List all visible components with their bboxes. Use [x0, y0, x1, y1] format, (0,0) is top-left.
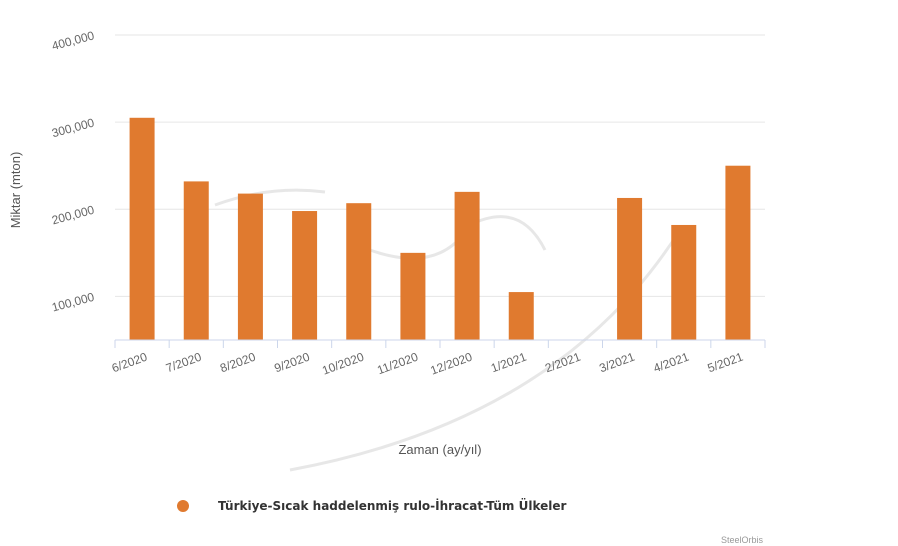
x-tick-label: 5/2021	[706, 350, 746, 376]
bar-12-2020	[454, 191, 480, 340]
watermark-swirl	[214, 188, 682, 472]
bar-10-2020	[346, 203, 372, 340]
x-tick-label: 11/2020	[375, 350, 420, 378]
grid-lines	[115, 34, 765, 297]
x-tick-label: 8/2020	[218, 350, 258, 376]
x-tick-label: 1/2021	[489, 350, 529, 376]
y-tick-label: 300,000	[50, 115, 96, 140]
x-axis-title: Zaman (ay/yıl)	[398, 442, 481, 457]
x-tick-label: 7/2020	[164, 350, 204, 376]
bar-6-2020	[129, 117, 155, 341]
y-tick-label: 400,000	[50, 28, 96, 53]
x-tick-label: 6/2020	[110, 350, 150, 376]
x-tick-label: 12/2020	[429, 350, 475, 378]
bar-3-2021	[617, 197, 643, 340]
credit-label[interactable]: SteelOrbis	[721, 535, 764, 545]
legend-label: Türkiye-Sıcak haddelenmiş rulo-İhracat-T…	[218, 498, 567, 513]
bars	[129, 117, 751, 341]
x-tick-label: 3/2021	[597, 350, 637, 376]
x-tick-label: 2/2021	[543, 350, 583, 376]
bar-5-2021	[725, 165, 751, 340]
y-tick-label: 200,000	[50, 203, 96, 228]
legend-marker	[177, 500, 189, 512]
bar-9-2020	[292, 211, 318, 340]
x-tick-label: 9/2020	[272, 350, 312, 376]
legend[interactable]: Türkiye-Sıcak haddelenmiş rulo-İhracat-T…	[177, 498, 567, 513]
bar-8-2020	[237, 193, 263, 340]
x-axis	[114, 339, 766, 348]
bar-1-2021	[508, 292, 534, 340]
bar-11-2020	[400, 252, 426, 340]
bar-7-2020	[183, 181, 209, 340]
x-tick-label: 10/2020	[320, 350, 366, 378]
x-tick-label: 4/2021	[651, 350, 691, 376]
y-tick-label: 100,000	[50, 290, 96, 315]
y-axis-title: Miktar (mton)	[8, 152, 23, 229]
bar-4-2021	[671, 224, 697, 340]
y-tick-labels: 100,000 200,000 300,000 400,000	[50, 28, 96, 314]
x-tick-labels: 6/2020 7/2020 8/2020 9/2020 10/2020 11/2020 12…	[110, 350, 745, 378]
